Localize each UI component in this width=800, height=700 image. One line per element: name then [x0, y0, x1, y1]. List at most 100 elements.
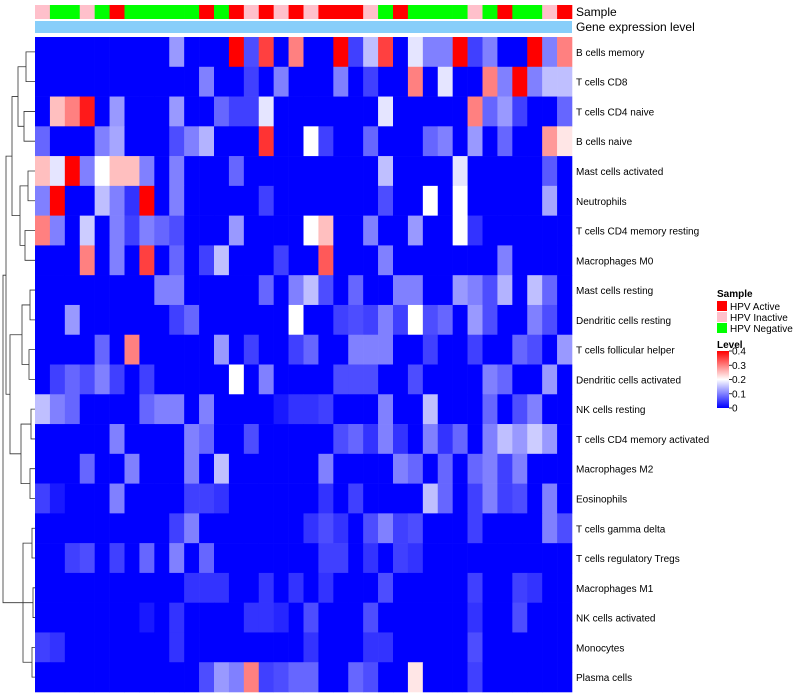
heatmap-cell — [542, 572, 558, 603]
heatmap-cell — [64, 275, 81, 306]
heatmap-cell — [273, 185, 289, 216]
heatmap-cell — [35, 453, 51, 484]
heatmap-cell — [94, 37, 110, 68]
heatmap-cell — [154, 513, 170, 544]
heatmap-cell — [184, 245, 200, 276]
heatmap-cell — [437, 96, 453, 127]
heatmap-cell — [452, 602, 468, 633]
heatmap-cell — [169, 96, 185, 127]
heatmap-cell — [35, 304, 51, 336]
heatmap-cell — [407, 632, 424, 663]
heatmap-cell — [109, 602, 125, 633]
heatmap-cell — [79, 632, 95, 663]
heatmap-cell — [557, 126, 573, 157]
heatmap-cell — [497, 543, 513, 574]
heatmap-cell — [169, 453, 185, 484]
heatmap-cell — [124, 602, 140, 633]
heatmap-cell — [467, 185, 483, 216]
heatmap-cell — [497, 394, 513, 425]
heatmap-cell — [333, 453, 349, 484]
heatmap-cell — [482, 37, 498, 68]
heatmap-cell — [333, 513, 349, 544]
heatmap-cell — [288, 572, 304, 603]
heatmap-cell — [169, 632, 185, 663]
sample-annotation-cell — [393, 5, 409, 19]
heatmap-cell — [452, 662, 468, 693]
heatmap-cell — [169, 543, 185, 574]
heatmap-cell — [482, 602, 498, 633]
heatmap-cell — [49, 543, 66, 574]
heatmap-cell — [422, 364, 439, 395]
heatmap-cell — [497, 96, 513, 127]
dendrogram-branch — [31, 646, 35, 678]
heatmap-cell — [169, 483, 185, 514]
heatmap-cell — [318, 185, 334, 216]
heatmap-cell — [154, 126, 170, 157]
heatmap-cell — [258, 96, 274, 127]
heatmap-cell — [303, 334, 319, 365]
heatmap-cell — [407, 394, 424, 425]
row-label: Dendritic cells resting — [576, 316, 671, 327]
heatmap-cell — [467, 245, 483, 276]
heatmap-cell — [64, 632, 81, 663]
heatmap-cell — [557, 543, 573, 574]
heatmap-cell — [258, 394, 274, 425]
heatmap-cell — [49, 572, 66, 603]
heatmap-cell — [497, 513, 513, 544]
heatmap-cell — [557, 572, 573, 603]
heatmap-cell — [139, 424, 155, 455]
heatmap-cell — [437, 572, 453, 603]
heatmap-cell — [348, 572, 364, 603]
heatmap-cell — [363, 156, 379, 187]
row-label: Plasma cells — [576, 673, 632, 684]
heatmap-cell — [303, 453, 319, 484]
heatmap-cell — [288, 96, 304, 127]
heatmap-cell — [467, 543, 483, 574]
heatmap-cell — [228, 483, 245, 514]
heatmap-cell — [109, 662, 125, 693]
heatmap-cell — [199, 394, 215, 425]
heatmap-cell — [512, 543, 528, 574]
sample-annotation-cell — [348, 5, 364, 19]
heatmap-cell — [154, 96, 170, 127]
heatmap-cell — [184, 334, 200, 365]
heatmap-cell — [363, 245, 379, 276]
heatmap-cell — [482, 662, 498, 693]
heatmap-cell — [184, 632, 200, 663]
heatmap-cell — [124, 215, 140, 246]
heatmap-cell — [348, 483, 364, 514]
heatmap-cell — [512, 513, 528, 544]
heatmap-cell — [228, 334, 245, 365]
heatmap-cell — [303, 96, 319, 127]
heatmap-cell — [303, 215, 319, 246]
heatmap-cell — [124, 572, 140, 603]
heatmap-cell — [64, 334, 81, 365]
heatmap-cell — [348, 632, 364, 663]
heatmap-cell — [452, 572, 468, 603]
heatmap-cell — [139, 245, 155, 276]
heatmap-cell — [333, 126, 349, 157]
heatmap-cell — [243, 424, 260, 455]
heatmap-cell — [169, 364, 185, 395]
heatmap-cell — [407, 126, 424, 157]
sample-annotation-cell — [258, 5, 274, 19]
sample-annotation-bar — [35, 5, 573, 19]
heatmap-cell — [273, 334, 289, 365]
heatmap-cell — [243, 572, 260, 603]
heatmap-cell — [243, 602, 260, 633]
sample-annotation-cell — [273, 5, 289, 19]
heatmap-cell — [497, 156, 513, 187]
heatmap-cell — [184, 572, 200, 603]
heatmap-cell — [437, 394, 453, 425]
heatmap-cell — [557, 156, 573, 187]
row-label: T cells follicular helper — [576, 346, 675, 357]
heatmap-cell — [467, 275, 483, 306]
heatmap-cell — [199, 543, 215, 574]
sample-annotation-cell — [452, 5, 468, 19]
heatmap-cell — [109, 543, 125, 574]
heatmap-cell — [169, 185, 185, 216]
heatmap-cell — [407, 245, 424, 276]
heatmap-cell — [482, 364, 498, 395]
heatmap-cell — [407, 602, 424, 633]
heatmap-cell — [542, 334, 558, 365]
